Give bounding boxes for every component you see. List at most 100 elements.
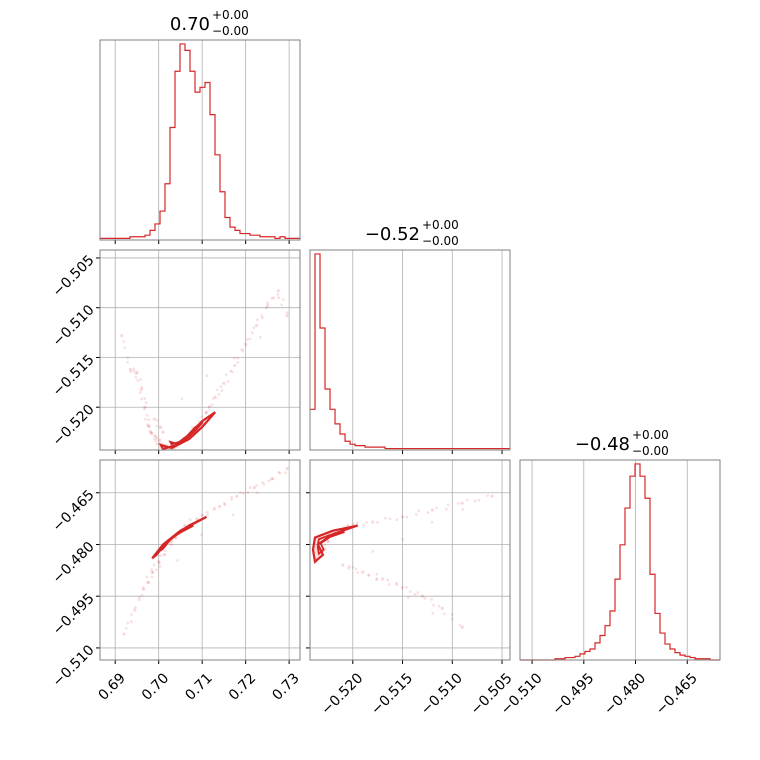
sample-point [408, 590, 412, 594]
sample-point [210, 403, 214, 407]
histogram-panel-0: 0.70 +0.00 −0.00 [99, 8, 301, 244]
sample-point [134, 372, 138, 376]
sample-point [150, 575, 154, 579]
sample-point [143, 417, 147, 421]
sample-point [354, 567, 358, 571]
sample-point [442, 612, 446, 616]
sample-point [132, 369, 136, 373]
pair-frame [99, 459, 301, 661]
sample-point [371, 549, 375, 553]
sample-point [461, 508, 465, 511]
sample-point [134, 605, 137, 609]
sample-point [326, 539, 330, 543]
sample-point [219, 385, 223, 389]
sample-point [451, 617, 454, 621]
sample-point [188, 518, 192, 522]
histogram-step [310, 253, 511, 450]
histogram-frame [309, 249, 511, 451]
sample-point [262, 482, 266, 486]
sample-point [277, 296, 280, 300]
sample-point [386, 578, 390, 582]
sample-point [132, 367, 136, 371]
sample-point [250, 331, 254, 335]
sample-point [206, 513, 210, 517]
sample-point [134, 376, 138, 379]
sample-point [138, 596, 141, 599]
sample-point [255, 484, 258, 487]
sample-point [430, 520, 434, 524]
sample-point [400, 585, 405, 590]
sample-point [205, 510, 209, 514]
sample-point [133, 608, 137, 612]
sample-point [126, 360, 130, 364]
sample-point [231, 513, 235, 517]
sample-point [154, 434, 158, 438]
histogram-frame [519, 459, 721, 661]
sample-point [170, 543, 174, 547]
sample-point [135, 370, 139, 374]
sample-point [138, 390, 142, 394]
sample-point [435, 506, 438, 510]
sample-point [155, 442, 159, 446]
sample-point [155, 424, 159, 428]
sample-point [147, 418, 151, 422]
sample-point [157, 560, 161, 564]
sample-point [285, 314, 289, 318]
sample-point [143, 407, 146, 411]
x-tick-label: −0.465 [653, 670, 701, 718]
sample-point [180, 397, 184, 401]
sample-point [122, 340, 126, 343]
sample-point [191, 425, 194, 429]
sample-point [159, 554, 162, 557]
sample-point [267, 479, 271, 483]
sample-point [223, 503, 227, 506]
sample-point [129, 620, 133, 623]
sample-point [157, 439, 161, 443]
histogram-frame [99, 39, 301, 241]
sample-point [280, 303, 284, 307]
sample-point [324, 547, 328, 551]
sample-point [215, 388, 219, 392]
sample-point [200, 533, 203, 537]
sample-point [204, 411, 208, 415]
sample-point [159, 426, 163, 430]
sample-point [212, 507, 216, 511]
sample-point [400, 515, 405, 519]
sample-point [140, 385, 144, 389]
sample-point [224, 373, 228, 377]
sample-point [149, 430, 153, 433]
sample-point [158, 438, 162, 442]
x-tick-label: 0.72 [226, 670, 259, 703]
sample-point [405, 515, 408, 519]
sample-point [270, 477, 274, 481]
title-err-minus: −0.00 [212, 24, 249, 38]
histogram-title: 0.70 +0.00 −0.00 [170, 8, 249, 38]
sample-point [144, 401, 148, 404]
sample-point [152, 437, 156, 441]
density-contour-inner [316, 531, 345, 556]
sample-point [150, 570, 154, 574]
y-tick-label: −0.505 [50, 252, 98, 300]
sample-point [266, 301, 269, 305]
sample-point [420, 594, 425, 598]
sample-point [147, 425, 151, 429]
pair-panel-1-2: −0.505−0.510−0.515−0.520 [306, 459, 516, 718]
sample-point [261, 481, 264, 484]
sample-point [440, 606, 444, 610]
sample-point [217, 393, 221, 396]
panel-content [120, 289, 289, 450]
sample-point [230, 498, 234, 501]
sample-point [222, 502, 226, 506]
pair-frame [99, 249, 301, 451]
sample-point [361, 570, 365, 574]
histogram-title: −0.48 +0.00 −0.00 [575, 428, 669, 458]
sample-point [207, 405, 211, 409]
sample-point [381, 577, 385, 581]
sample-point [207, 405, 211, 408]
sample-point [265, 304, 269, 308]
sample-point [129, 370, 133, 373]
sample-point [395, 583, 399, 586]
sample-point [232, 356, 236, 360]
density-contour [151, 515, 208, 560]
